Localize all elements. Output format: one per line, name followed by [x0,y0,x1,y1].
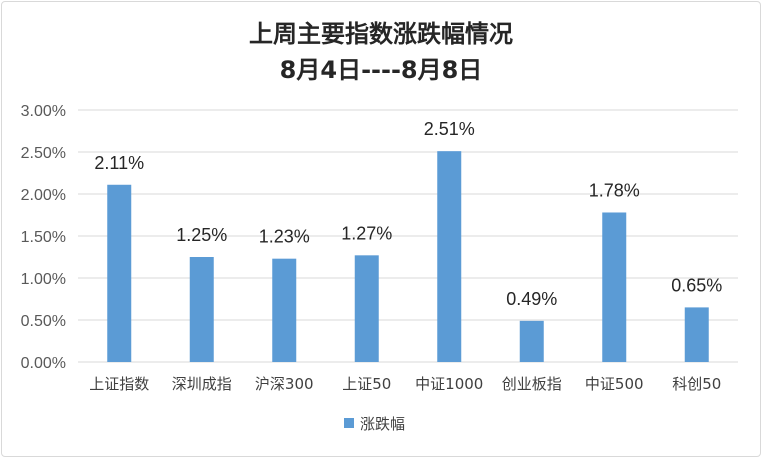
y-tick-label: 3.00% [21,103,66,120]
x-axis-ticks: 上证指数 深圳成指 沪深300 上证50 中证1000 创业板指 中证500 科创50 [89,375,721,393]
y-axis-ticks: 0.00% 0.50% 1.00% 1.50% 2.00% 2.50% 3.00% [21,103,66,372]
bar [354,255,379,362]
data-label: 1.78% [589,180,640,200]
bar [272,258,297,362]
bar [189,257,214,362]
legend: 涨跌幅 [344,415,405,433]
x-tick-label: 上证指数 [89,375,149,393]
legend-label: 涨跌幅 [360,415,405,433]
bars [107,151,709,362]
bar [519,320,544,362]
y-tick-label: 1.00% [21,271,66,288]
y-tick-label: 0.00% [21,355,66,372]
chart-subtitle: 8月4日----8月8日 [280,56,483,84]
x-tick-label: 创业板指 [502,375,562,393]
data-label: 1.27% [341,223,392,243]
data-label: 1.23% [259,227,310,247]
x-tick-label: 中证500 [585,375,644,393]
bar [437,151,462,362]
legend-swatch [344,418,354,428]
y-tick-label: 0.50% [21,313,66,330]
bar [107,184,132,362]
data-label: 2.11% [94,153,144,173]
data-labels: 2.11% 1.25% 1.23% 1.27% 2.51% 0.49% 1.78% 0.65% [94,119,722,309]
data-label: 1.25% [176,225,227,245]
x-tick-label: 上证50 [342,375,391,393]
gridlines [78,109,738,363]
y-tick-label: 1.50% [21,229,66,246]
x-tick-label: 中证1000 [415,375,483,393]
x-tick-label: 深圳成指 [172,375,232,393]
bar [684,307,709,362]
data-label: 0.49% [506,289,557,309]
bar [602,212,627,362]
y-tick-label: 2.00% [21,187,66,204]
data-label: 0.65% [671,275,722,295]
x-tick-label: 沪深300 [255,375,314,393]
x-tick-label: 科创50 [672,375,721,393]
y-tick-label: 2.50% [21,145,66,162]
chart-title: 上周主要指数涨跌幅情况 [249,20,513,48]
data-label: 2.51% [424,119,475,139]
